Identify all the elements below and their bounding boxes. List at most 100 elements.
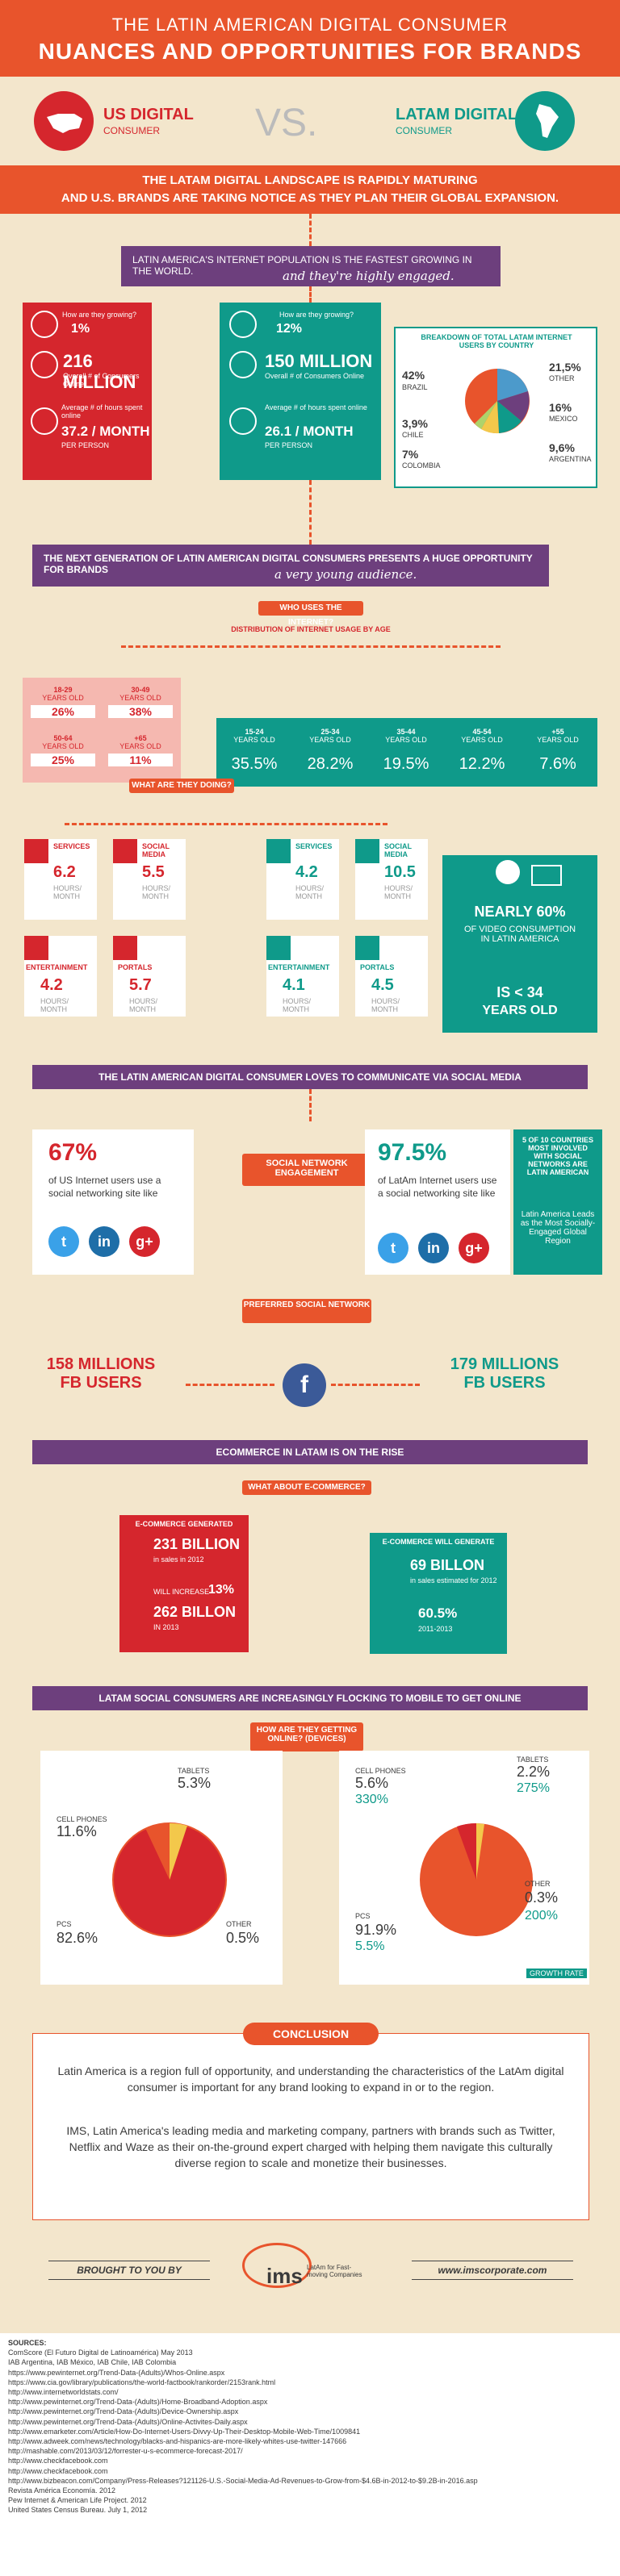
connector [309, 286, 312, 303]
country-breakdown-card: BREAKDOWN OF TOTAL LATAM INTERNET USERS … [394, 327, 597, 488]
country-name: CHILE [402, 431, 424, 439]
age-cell: 30-49 YEARS OLD 38% [108, 686, 173, 730]
how-getting-label: HOW ARE THEY GETTING ONLINE? (DEVICES) [250, 1722, 363, 1751]
clock-icon [31, 407, 58, 435]
connector [309, 480, 312, 545]
google-plus-icon: g+ [459, 1233, 489, 1263]
latam-hours: 26.1 / MONTH [265, 424, 354, 439]
age-cell: 35-44 YEARS OLD 19.5% [383, 728, 429, 773]
user-icon [496, 860, 520, 884]
latam-hours-label: Average # of hours spent online [265, 403, 367, 411]
connector [121, 645, 501, 648]
connector [331, 1384, 420, 1386]
activity-card: ENTERTAINMENT 4.2 HOURS/ MONTH [24, 936, 97, 1017]
conclusion-box: CONCLUSION Latin America is a region ful… [32, 2023, 589, 2220]
latam-activities: SERVICES 4.2 HOURS/ MONTH SOCIAL MEDIA 1… [266, 839, 436, 1025]
user-icon [31, 351, 58, 378]
user-icon [229, 351, 257, 378]
latam-devices-pie [420, 1822, 533, 1936]
services-icon [24, 839, 48, 863]
age-cell: 50-64 YEARS OLD 25% [31, 734, 95, 779]
latam-subtitle: CONSUMER [396, 125, 453, 136]
activity-card: ENTERTAINMENT 4.1 HOURS/ MONTH [266, 936, 339, 1017]
dist-label: DISTRIBUTION OF INTERNET USAGE BY AGE [231, 625, 391, 633]
connector [309, 214, 312, 246]
latam-growth: 12% [276, 322, 303, 336]
twitter-icon: t [378, 1233, 408, 1263]
facebook-icon: f [283, 1363, 326, 1407]
section2-script: a very young audience. [274, 567, 417, 582]
latam-map-icon [515, 91, 575, 151]
website-link[interactable]: www.imscorporate.com [412, 2261, 573, 2280]
banner-line1: THE LATAM DIGITAL LANDSCAPE IS RAPIDLY M… [142, 173, 478, 187]
connector [309, 1089, 312, 1121]
age-cell: +65 YEARS OLD 11% [108, 734, 173, 779]
us-ecommerce-card: E-COMMERCE GENERATED 231 BILLION in sale… [119, 1515, 249, 1652]
section1-script: and they're highly engaged. [283, 269, 455, 283]
intro-banner: THE LATAM DIGITAL LANDSCAPE IS RAPIDLY M… [0, 165, 620, 214]
us-growing-q: How are they growing? [61, 311, 137, 319]
us-ages-card: 18-29 YEARS OLD 26% 30-49 YEARS OLD 38% … [23, 678, 181, 783]
age-cell: +55 YEARS OLD 7.6% [537, 728, 579, 773]
who-uses-label: WHO USES THE INTERNET? [258, 601, 363, 627]
us-growth: 1% [71, 322, 90, 336]
portals-icon [355, 936, 379, 960]
latam-side-card: 5 OF 10 COUNTRIES MOST INVOLVED WITH SOC… [513, 1129, 602, 1275]
latam-social-card: 97.5% of LatAm Internet users use a soci… [365, 1129, 510, 1275]
country-name: BRAZIL [402, 383, 428, 391]
linkedin-icon: in [89, 1226, 119, 1257]
latam-devices-card: CELL PHONES 5.6% 330% TABLETS 2.2% 275% … [339, 1751, 589, 1985]
services-icon [266, 839, 291, 863]
what-doing-label: WHAT ARE THEY DOING? [129, 779, 234, 793]
social-media-icon [113, 839, 137, 863]
us-stats-card: How are they growing? 1% 216 MILLION Ove… [23, 303, 152, 480]
linkedin-icon: in [418, 1233, 449, 1263]
us-subtitle: CONSUMER [103, 125, 161, 136]
latam-consumers-sub: Overall # of Consumers Online [265, 372, 365, 380]
us-title: US DIGITAL [103, 106, 194, 123]
vs-row: US DIGITAL CONSUMER VS. LATAM DIGITAL CO… [0, 77, 620, 165]
section4-headline: ECOMMERCE IN LATAM IS ON THE RISE [32, 1440, 588, 1464]
age-cell: 15-24 YEARS OLD 35.5% [231, 728, 278, 773]
us-consumers-sub: Overall # of Consumers Online [63, 372, 140, 388]
activity-card: PORTALS 5.7 HOURS/ MONTH [113, 936, 186, 1017]
section5-headline: LATAM SOCIAL CONSUMERS ARE INCREASINGLY … [32, 1686, 588, 1710]
latam-title: LATAM DIGITAL [396, 106, 518, 123]
country-name: ARGENTINA [549, 455, 592, 463]
header: THE LATIN AMERICAN DIGITAL CONSUMER NUAN… [0, 0, 620, 77]
section1-headline-box: LATIN AMERICA'S INTERNET POPULATION IS T… [121, 246, 501, 286]
what-about-label: WHAT ABOUT E-COMMERCE? [242, 1480, 371, 1495]
vs-text: VS. [255, 102, 318, 144]
twitter-icon: t [48, 1226, 79, 1257]
activity-card: SOCIAL MEDIA 10.5 HOURS/ MONTH [355, 839, 428, 920]
us-consumers: 216 MILLION [63, 351, 136, 392]
us-hours-label: Average # of hours spent online [61, 403, 143, 420]
section2-headline: THE NEXT GENERATION OF LATIN AMERICAN DI… [44, 553, 533, 575]
activity-card: SOCIAL MEDIA 5.5 HOURS/ MONTH [113, 839, 186, 920]
conclusion-title: CONCLUSION [243, 2023, 379, 2045]
us-social-card: 67% of US Internet users use a social ne… [32, 1129, 194, 1275]
activity-card: SERVICES 4.2 HOURS/ MONTH [266, 839, 339, 920]
us-hours: 37.2 / MONTH [61, 424, 150, 439]
ims-logo [242, 2243, 312, 2288]
us-fb-users: 158 MILLIONS FB USERS [46, 1355, 156, 1392]
preferred-label: PREFERRED SOCIAL NETWORK [242, 1299, 371, 1323]
age-cell: 25-34 YEARS OLD 28.2% [307, 728, 354, 773]
age-cell: 45-54 YEARS OLD 12.2% [459, 728, 505, 773]
us-devices-card: TABLETS 5.3% CELL PHONES 11.6% PCS 82.6%… [40, 1751, 283, 1985]
section3-headline: THE LATIN AMERICAN DIGITAL CONSUMER LOVE… [32, 1065, 588, 1089]
video-play-icon [531, 865, 562, 886]
activity-card: SERVICES 6.2 HOURS/ MONTH [24, 839, 97, 920]
country-name: COLOMBIA [402, 461, 441, 470]
section1-headline: LATIN AMERICA'S INTERNET POPULATION IS T… [132, 254, 472, 277]
section2-headline-box: THE NEXT GENERATION OF LATIN AMERICAN DI… [32, 545, 549, 587]
us-hours-sub: PER PERSON [61, 441, 110, 449]
age-cell: 18-29 YEARS OLD 26% [31, 686, 95, 730]
country-pct: 3,9% [402, 417, 428, 430]
connector [65, 823, 388, 825]
latam-ecommerce-card: E-COMMERCE WILL GENERATE 69 BILLON in sa… [370, 1533, 507, 1654]
us-activities: SERVICES 6.2 HOURS/ MONTH SOCIAL MEDIA 5… [24, 839, 194, 1025]
latam-ages-card: 15-24 YEARS OLD 35.5% 25-34 YEARS OLD 28… [216, 718, 597, 787]
conclusion-p1: Latin America is a region full of opport… [57, 2065, 564, 2094]
country-pct: 7% [402, 448, 419, 461]
